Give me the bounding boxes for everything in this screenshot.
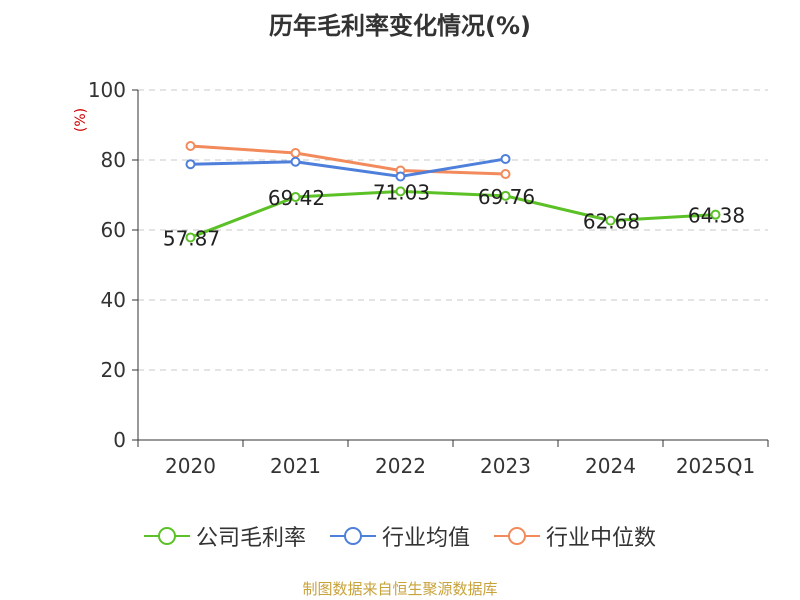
x-tick-label: 2020 bbox=[165, 454, 216, 478]
data-point bbox=[500, 190, 511, 201]
chart-title: 历年毛利率变化情况(%) bbox=[269, 12, 531, 40]
data-point bbox=[185, 159, 196, 170]
data-source: 制图数据来自恒生聚源数据库 bbox=[302, 580, 498, 598]
y-tick-label: 40 bbox=[101, 288, 126, 312]
data-label: 71.03 bbox=[373, 180, 430, 204]
legend: 公司毛利率 行业均值 行业中位数 bbox=[0, 520, 800, 552]
x-tick-label: 2025Q1 bbox=[676, 454, 755, 478]
legend-item-industry-mean[interactable]: 行业均值 bbox=[329, 520, 470, 552]
y-tick-label: 20 bbox=[101, 358, 126, 382]
data-point bbox=[290, 148, 301, 158]
data-label: 57.87 bbox=[163, 226, 220, 250]
series-line bbox=[190, 144, 506, 176]
legend-label-industry-mean: 行业均值 bbox=[381, 526, 470, 551]
data-label: 69.76 bbox=[478, 185, 535, 209]
legend-marker-industry-mean bbox=[329, 527, 376, 545]
legend-label-industry-median: 行业中位数 bbox=[546, 526, 657, 551]
y-tick-label: 0 bbox=[113, 428, 126, 452]
data-point bbox=[185, 232, 196, 243]
x-tick-label: 2024 bbox=[585, 454, 636, 478]
x-tick-label: 2021 bbox=[270, 454, 321, 478]
legend-label-company: 公司毛利率 bbox=[195, 526, 306, 551]
series-line bbox=[190, 157, 506, 178]
x-tick-label: 2022 bbox=[375, 454, 426, 478]
data-point bbox=[500, 153, 511, 164]
data-point bbox=[395, 186, 406, 197]
data-label: 64.38 bbox=[688, 204, 745, 228]
data-point bbox=[395, 171, 406, 182]
y-tick-label: 100 bbox=[88, 78, 126, 102]
data-point bbox=[500, 169, 511, 179]
legend-marker-company bbox=[143, 527, 190, 545]
legend-item-industry-median[interactable]: 行业中位数 bbox=[494, 520, 656, 552]
data-point bbox=[605, 215, 616, 226]
y-tick-label: 60 bbox=[101, 218, 126, 242]
legend-marker-industry-median bbox=[494, 527, 540, 545]
x-tick-label: 2023 bbox=[480, 454, 531, 478]
data-point bbox=[185, 141, 196, 151]
series-line bbox=[189, 189, 716, 239]
data-point bbox=[290, 192, 301, 203]
y-tick-label: 80 bbox=[101, 148, 126, 172]
data-point bbox=[710, 209, 721, 220]
data-label: 62.68 bbox=[583, 210, 640, 234]
data-label: 69.42 bbox=[268, 186, 325, 210]
data-point bbox=[290, 156, 301, 167]
legend-item-company[interactable]: 公司毛利率 bbox=[143, 520, 306, 552]
